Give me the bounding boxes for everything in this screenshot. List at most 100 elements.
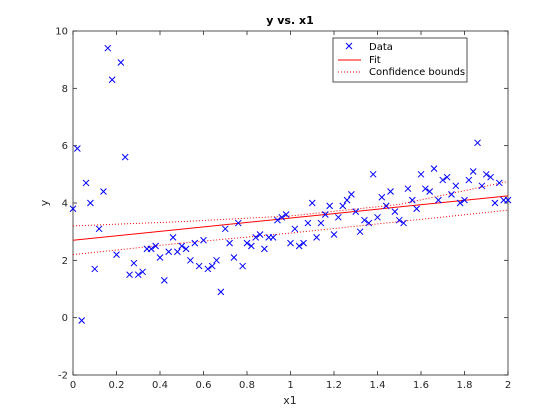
- data-point: [334, 213, 342, 221]
- data-point: [491, 199, 499, 207]
- data-point: [252, 234, 260, 241]
- data-point: [361, 216, 368, 224]
- fit-line: [72, 195, 509, 241]
- data-point: [234, 219, 242, 227]
- data-point: [152, 242, 160, 250]
- data-point: [108, 76, 116, 84]
- x-tick-label: 1.6: [413, 380, 429, 391]
- x-tick-label: 0.2: [109, 380, 125, 391]
- data-point: [287, 239, 294, 247]
- data-point: [91, 265, 99, 273]
- y-axis-label: y: [38, 199, 51, 206]
- data-point: [478, 182, 486, 190]
- data-point: [395, 216, 403, 224]
- chart-title: y vs. x1: [266, 14, 313, 27]
- data-point: [278, 213, 286, 221]
- data-point: [243, 239, 251, 247]
- x-tick-label: 0.4: [152, 380, 168, 391]
- x-tick-label: 0.6: [196, 380, 212, 391]
- data-point: [160, 277, 168, 284]
- data-point: [404, 185, 412, 193]
- x-tick-label: 1.2: [326, 380, 342, 391]
- data-point: [356, 228, 364, 236]
- data-point: [247, 242, 255, 250]
- data-point: [226, 239, 233, 247]
- data-point: [456, 199, 464, 207]
- data-point: [104, 44, 112, 52]
- data-point: [200, 236, 207, 244]
- data-point: [321, 211, 329, 218]
- x-axis-label: x1: [283, 394, 297, 407]
- data-point: [208, 262, 216, 270]
- data-point: [365, 219, 373, 227]
- data-point: [469, 168, 477, 175]
- data-point: [169, 234, 177, 241]
- data-point: [400, 219, 407, 227]
- confidence-bound-upper: [72, 181, 509, 227]
- data-point: [504, 196, 512, 204]
- data-point: [73, 145, 81, 152]
- x-tick-label: 0: [70, 380, 76, 391]
- data-point: [230, 254, 238, 261]
- data-point: [217, 288, 225, 296]
- data-point: [191, 239, 199, 247]
- data-point: [317, 219, 325, 227]
- data-point: [134, 271, 142, 279]
- y-tick-label: 0: [62, 313, 68, 324]
- y-axis-ticks: -2 0 2 4 6 8 10: [55, 27, 508, 382]
- data-point: [382, 202, 390, 210]
- data-point: [282, 211, 290, 218]
- data-point: [130, 259, 138, 267]
- data-point: [239, 262, 247, 270]
- x-tick-label: 1: [287, 380, 293, 391]
- y-tick-label: 8: [62, 84, 68, 95]
- data-point: [78, 317, 86, 324]
- legend-label-data: Data: [369, 42, 393, 53]
- data-point: [121, 153, 129, 161]
- data-point: [461, 196, 468, 204]
- x-tick-label: 2: [505, 380, 511, 391]
- data-point: [378, 193, 386, 201]
- y-tick-label: 4: [62, 199, 68, 210]
- data-point: [352, 208, 360, 215]
- data-point: [182, 245, 190, 253]
- data-point: [313, 234, 320, 241]
- data-point: [117, 59, 125, 66]
- data-point: [291, 225, 299, 233]
- data-point: [448, 191, 455, 198]
- legend-marker-data: [345, 42, 353, 50]
- x-tick-label: 1.8: [457, 380, 473, 391]
- data-point: [426, 188, 434, 195]
- data-point: [474, 139, 481, 147]
- data-point: [174, 248, 181, 256]
- data-point: [413, 205, 421, 213]
- data-point: [213, 256, 220, 264]
- data-point: [156, 254, 164, 261]
- data-point: [204, 265, 212, 273]
- y-tick-label: -2: [58, 371, 68, 382]
- data-point: [165, 248, 173, 256]
- data-point: [126, 271, 133, 279]
- legend-label-fit: Fit: [369, 55, 381, 66]
- x-axis-ticks: 0 0.2 0.4 0.6 0.8 1 1.2 1.4 1.6 1.8 2: [70, 31, 511, 391]
- data-point: [147, 245, 155, 253]
- data-point: [452, 182, 460, 190]
- data-point: [308, 199, 316, 207]
- data-point: [482, 170, 490, 178]
- y-tick-label: 2: [62, 256, 68, 267]
- data-point: [100, 188, 107, 195]
- legend-label-bounds: Confidence bounds: [369, 67, 465, 78]
- data-point: [465, 176, 473, 184]
- data-point: [443, 173, 451, 181]
- x-tick-label: 1.4: [370, 380, 386, 391]
- data-point: [87, 199, 94, 207]
- data-point: [139, 268, 146, 276]
- data-point: [435, 196, 442, 204]
- data-point: [330, 231, 338, 238]
- data-point: [417, 170, 425, 178]
- data-point: [187, 256, 194, 264]
- data-point: [408, 196, 416, 204]
- data-point: [348, 191, 355, 198]
- data-point: [439, 176, 447, 184]
- y-tick-label: 6: [62, 141, 68, 152]
